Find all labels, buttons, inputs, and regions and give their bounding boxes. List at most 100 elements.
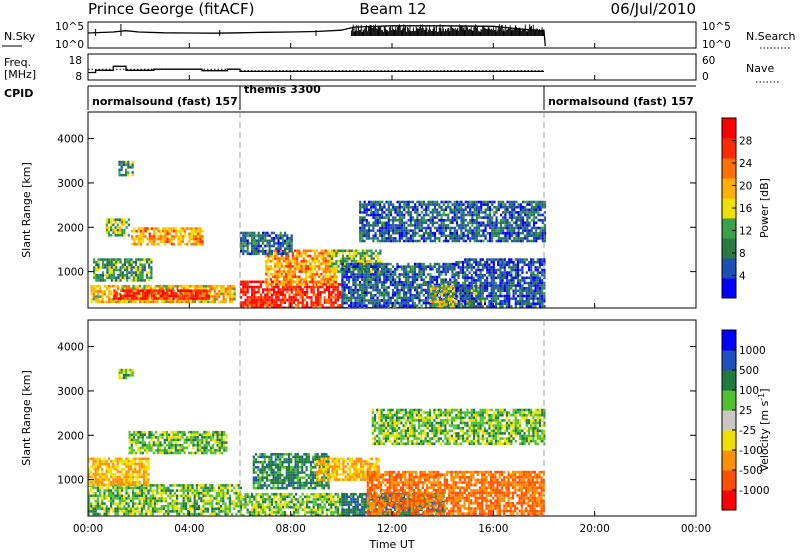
heatmap-cell [194, 292, 197, 295]
heatmap-cell [130, 300, 133, 304]
heatmap-cell [200, 295, 203, 298]
heatmap-cell [372, 283, 375, 287]
heatmap-cell [178, 300, 181, 304]
heatmap-cell [455, 260, 458, 264]
heatmap-cell [383, 275, 386, 279]
heatmap-cell [365, 273, 368, 276]
heatmap-cell [512, 297, 515, 300]
heatmap-cell [103, 497, 106, 500]
heatmap-cell [528, 231, 531, 235]
heatmap-cell [101, 290, 104, 293]
heatmap-cell [461, 268, 465, 272]
heatmap-cell [416, 231, 419, 235]
heatmap-cell [506, 200, 509, 204]
heatmap-cell [460, 216, 463, 219]
heatmap-cell [499, 263, 502, 267]
heatmap-cell [532, 231, 536, 235]
heatmap-cell [288, 285, 291, 289]
heatmap-cell [92, 497, 95, 500]
heatmap-cell [436, 213, 439, 217]
y-tick-label: 4000 [57, 134, 84, 146]
heatmap-cell [486, 221, 489, 225]
heatmap-cell [192, 232, 195, 236]
heatmap-cell [341, 286, 344, 289]
heatmap-cell [361, 231, 364, 235]
heatmap-cell [253, 306, 256, 308]
heatmap-cell [311, 278, 314, 281]
heatmap-cell [400, 268, 403, 271]
heatmap-cell [306, 303, 309, 307]
heatmap-cell [328, 306, 331, 308]
heatmap-cell [365, 208, 368, 212]
heatmap-cell [517, 226, 520, 230]
heatmap-cell [312, 285, 315, 289]
heatmap-cell [288, 296, 291, 299]
heatmap-cell [341, 288, 344, 292]
heatmap-cell [505, 292, 509, 295]
heatmap-cell [459, 289, 462, 293]
heatmap-cell [367, 203, 371, 206]
heatmap-cell [486, 224, 489, 227]
heatmap-cell [97, 260, 100, 264]
heatmap-cell [471, 234, 474, 238]
heatmap-cell [534, 305, 537, 308]
heatmap-cell [121, 221, 124, 224]
heatmap-cell [120, 173, 123, 177]
heatmap-cell [103, 292, 106, 296]
heatmap-cell [191, 300, 194, 304]
heatmap-cell [484, 208, 487, 212]
heatmap-cell [339, 283, 342, 286]
heatmap-cell [502, 216, 505, 219]
heatmap-cell [407, 211, 410, 214]
heatmap-cell [330, 270, 334, 273]
heatmap-cell [379, 270, 382, 273]
heatmap-cell [429, 234, 432, 238]
heatmap-cell [369, 275, 373, 279]
heatmap-cell [538, 266, 542, 269]
heatmap-cell [385, 229, 388, 232]
heatmap-cell [394, 216, 397, 219]
heatmap-cell [363, 296, 366, 300]
heatmap-cell [153, 240, 156, 243]
heatmap-cell [462, 211, 465, 214]
heatmap-cell [175, 232, 178, 236]
heatmap-cell [355, 254, 358, 258]
heatmap-cell [346, 259, 349, 263]
heatmap-cell [398, 211, 401, 214]
heatmap-cell [289, 262, 292, 266]
heatmap-cell [472, 279, 476, 282]
heatmap-cell [255, 290, 258, 294]
heatmap-cell [339, 249, 342, 253]
heatmap-cell [458, 239, 461, 243]
heatmap-cell [530, 205, 533, 209]
heatmap-cell [246, 306, 249, 308]
heatmap-cell [530, 234, 533, 238]
heatmap-cell [279, 236, 282, 240]
heatmap-cell [461, 286, 465, 290]
heatmap-cell [266, 242, 269, 245]
heatmap-cell [532, 281, 535, 285]
heatmap-cell [276, 257, 279, 260]
heatmap-cell [150, 227, 154, 230]
freq-left-label-line2: [MHz] [4, 68, 36, 81]
heatmap-cell [293, 275, 297, 279]
heatmap-cell [359, 203, 362, 206]
heatmap-cell [376, 275, 379, 279]
heatmap-cell [274, 267, 277, 271]
heatmap-cell [361, 301, 364, 305]
heatmap-cell [475, 239, 478, 243]
heatmap-cell [376, 218, 379, 222]
heatmap-cell [286, 236, 289, 240]
heatmap-cell [541, 305, 544, 308]
heatmap-cell [525, 286, 528, 290]
heatmap-cell [335, 259, 338, 263]
heatmap-cell [521, 216, 525, 219]
heatmap-cell [541, 200, 544, 204]
heatmap-cell [527, 281, 531, 285]
heatmap-cell [381, 239, 384, 243]
heatmap-cell [534, 268, 537, 272]
heatmap-cell [278, 257, 281, 260]
heatmap-cell [394, 301, 397, 305]
heatmap-cell [440, 270, 443, 274]
heatmap-cell [279, 288, 282, 291]
